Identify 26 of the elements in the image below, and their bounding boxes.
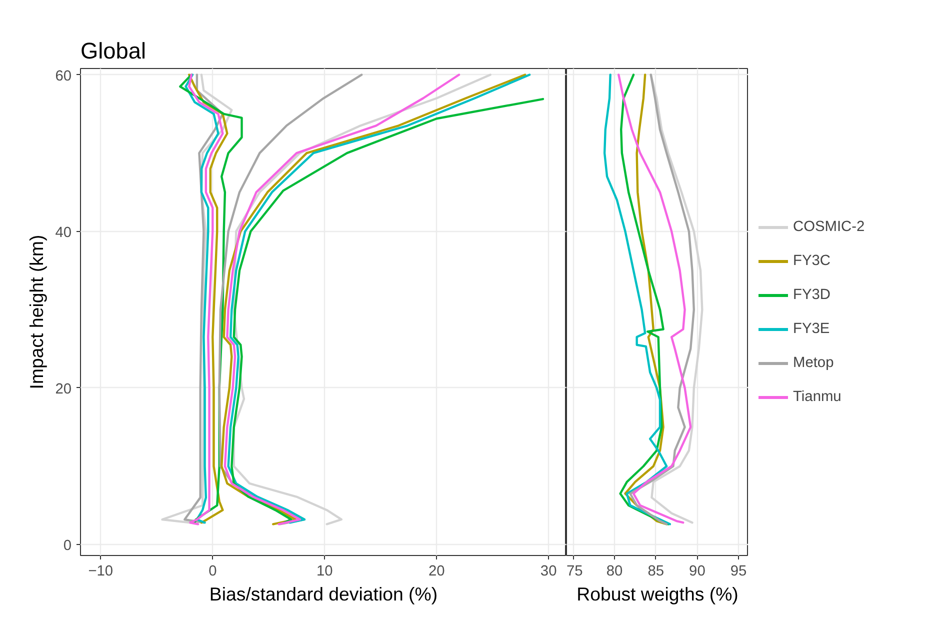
legend-label: FY3C bbox=[793, 252, 830, 268]
x-tick-label: 95 bbox=[730, 564, 747, 580]
y-tick-label: 0 bbox=[63, 538, 72, 554]
y-tick-label: 60 bbox=[55, 68, 72, 84]
legend-label: FY3E bbox=[793, 320, 830, 336]
y-tick-label: 20 bbox=[55, 381, 72, 398]
y-tick-label: 40 bbox=[55, 224, 72, 241]
line-series bbox=[179, 74, 243, 524]
legend-label: Metop bbox=[793, 354, 834, 370]
legend-label: FY3D bbox=[793, 286, 830, 302]
x-tick-label: 80 bbox=[606, 564, 623, 580]
x-tick-label: 10 bbox=[316, 564, 333, 580]
x-tick-label: −10 bbox=[88, 564, 114, 580]
x-tick-label: 85 bbox=[648, 564, 664, 580]
x-tick-label: 0 bbox=[208, 564, 217, 580]
x-axis-title: Bias/standard deviation (%) bbox=[209, 584, 438, 604]
x-axis-title: Robust weigths (%) bbox=[576, 584, 738, 604]
x-tick-label: 20 bbox=[428, 564, 445, 580]
x-tick-label: 75 bbox=[566, 564, 583, 580]
chart-title: Global bbox=[80, 38, 146, 64]
x-tick-label: 90 bbox=[689, 564, 706, 580]
y-axis-title: Impact height (km) bbox=[26, 234, 48, 390]
legend-label: Tianmu bbox=[793, 388, 842, 404]
legend-label: COSMIC-2 bbox=[793, 218, 865, 234]
x-tick-label: 30 bbox=[540, 564, 557, 580]
line-series bbox=[161, 74, 233, 524]
